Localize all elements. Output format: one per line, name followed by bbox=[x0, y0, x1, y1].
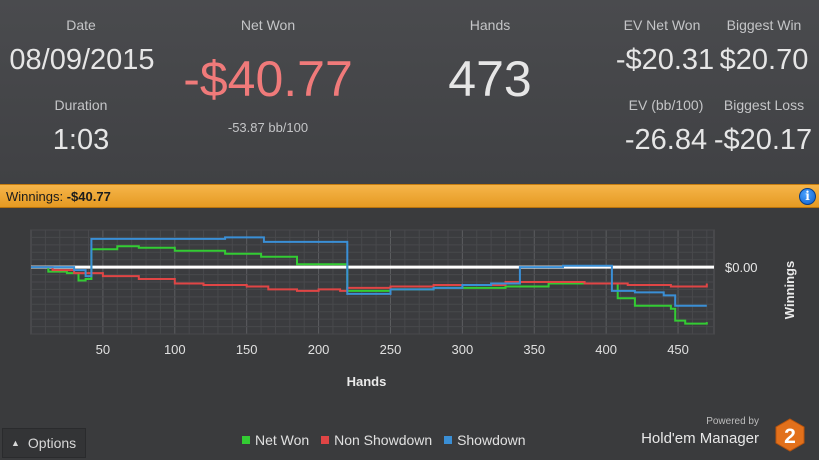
x-tick-label: 150 bbox=[236, 342, 258, 357]
ev-net-won-label: EV Net Won bbox=[623, 17, 701, 33]
legend-label: Net Won bbox=[255, 432, 310, 448]
winnings-chart: 50 100 150 200 250 300 350 400 450 $0.00 Hands Winn… bbox=[0, 208, 819, 430]
chart-labels: 50 100 150 200 250 300 350 400 450 $0.00 Hands Winn… bbox=[96, 260, 797, 389]
info-icon[interactable]: i bbox=[799, 188, 816, 205]
legend-item-non-showdown[interactable]: Non Showdown bbox=[321, 432, 432, 448]
biggest-loss-value: -$20.17 bbox=[713, 124, 813, 156]
net-won-value: -$40.77 bbox=[183, 51, 353, 107]
net-won-bb-per-100: -53.87 bb/100 bbox=[227, 120, 309, 135]
x-tick-label: 200 bbox=[308, 342, 330, 357]
x-tick-label: 100 bbox=[164, 342, 186, 357]
legend-swatch bbox=[321, 436, 330, 444]
holdem-manager-logo: Powered by Hold'em Manager 2 bbox=[637, 414, 807, 458]
series-line-non-showdown bbox=[31, 266, 708, 292]
winnings-value: -$40.77 bbox=[66, 189, 111, 204]
chart-legend: Net Won Non Showdown Showdown bbox=[242, 432, 534, 448]
x-tick-label: 450 bbox=[667, 342, 689, 357]
legend-item-net-won[interactable]: Net Won bbox=[242, 432, 309, 448]
winnings-header-bar: Winnings: -$40.77 i bbox=[0, 184, 819, 208]
biggest-win-label: Biggest Win bbox=[726, 17, 802, 33]
legend-item-showdown[interactable]: Showdown bbox=[444, 432, 526, 448]
ev-net-won-value: -$20.31 bbox=[615, 44, 715, 76]
biggest-loss-label: Biggest Loss bbox=[723, 97, 805, 113]
x-tick-label: 250 bbox=[380, 342, 402, 357]
x-tick-label: 300 bbox=[452, 342, 474, 357]
ev-bb-per-100-value: -26.84 bbox=[624, 124, 708, 156]
hands-value: 473 bbox=[448, 51, 532, 107]
legend-swatch bbox=[444, 436, 453, 444]
chart-series bbox=[31, 236, 714, 325]
y-axis-title: Winnings bbox=[782, 261, 797, 319]
y-tick-label: $0.00 bbox=[725, 260, 758, 275]
hm2-logo-icon: 2 bbox=[775, 418, 805, 452]
brand-name: Hold'em Manager bbox=[641, 430, 759, 447]
legend-swatch bbox=[242, 436, 250, 444]
options-label: Options bbox=[27, 435, 77, 451]
series-line-net-won bbox=[31, 245, 708, 325]
duration-value: 1:03 bbox=[52, 124, 110, 156]
caret-up-icon: ▲ bbox=[11, 438, 20, 448]
session-summary-panel: Date 08/09/2015 Duration 1:03 Net Won -$… bbox=[0, 0, 819, 184]
x-tick-label: 400 bbox=[595, 342, 617, 357]
chart-footer: ▲ Options Net Won Non Showdown Showdown P… bbox=[0, 416, 819, 460]
winnings-label: Winnings: bbox=[6, 189, 64, 204]
x-axis-title: Hands bbox=[347, 374, 387, 389]
legend-label: Non Showdown bbox=[334, 432, 433, 448]
duration-label: Duration bbox=[54, 97, 108, 113]
x-tick-label: 50 bbox=[96, 342, 110, 357]
x-tick-label: 350 bbox=[523, 342, 545, 357]
winnings-chart-svg: 50 100 150 200 250 300 350 400 450 $0.00 Hands Winn… bbox=[30, 229, 797, 389]
biggest-win-value: $20.70 bbox=[719, 44, 809, 76]
winnings-summary: Winnings: -$40.77 bbox=[6, 189, 111, 204]
hands-label: Hands bbox=[469, 17, 511, 33]
date-value: 08/09/2015 bbox=[9, 44, 155, 76]
series-line-showdown bbox=[31, 236, 707, 307]
ev-bb-per-100-label: EV (bb/100) bbox=[628, 97, 704, 113]
legend-label: Showdown bbox=[457, 432, 526, 448]
powered-by-text: Powered by bbox=[706, 416, 759, 427]
brand-mark: 2 bbox=[784, 425, 796, 448]
options-button[interactable]: ▲ Options bbox=[2, 428, 86, 458]
date-label: Date bbox=[66, 17, 96, 33]
net-won-label: Net Won bbox=[240, 17, 296, 33]
